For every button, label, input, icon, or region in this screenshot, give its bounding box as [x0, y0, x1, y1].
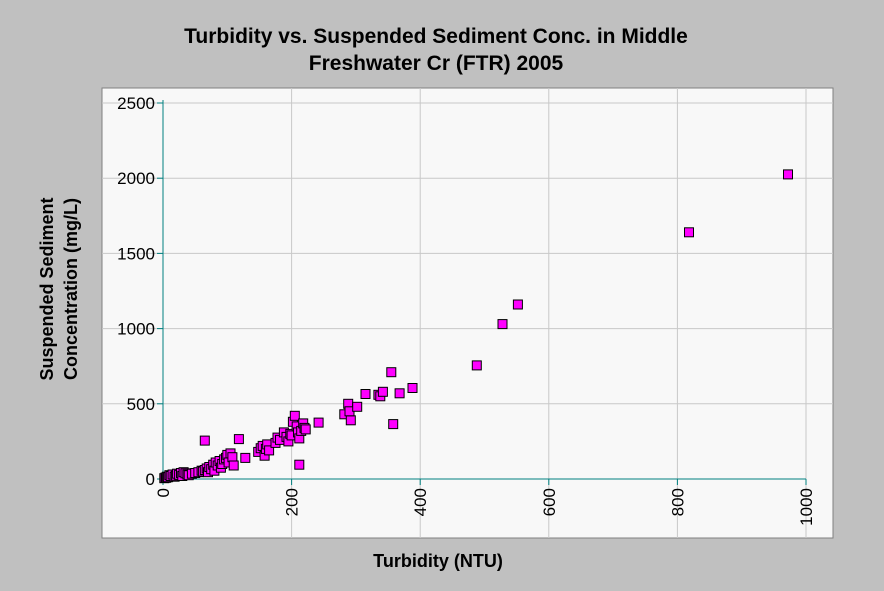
x-tick-label: 1000 — [797, 488, 816, 526]
data-point — [264, 445, 275, 456]
point-layer — [159, 169, 793, 484]
data-point — [233, 434, 244, 445]
chart-title-line-2: Freshwater Cr (FTR) 2005 — [309, 52, 564, 75]
x-axis-label: Turbidity (NTU) — [373, 551, 503, 571]
data-point — [289, 410, 300, 421]
x-tick-label: 0 — [154, 488, 173, 497]
x-tick-label: 200 — [283, 488, 302, 516]
data-point — [783, 169, 793, 180]
tick-label-layer: 0 200 400 600 800 1000 0 500 1000 1500 2000 2500 — [117, 94, 816, 526]
data-point — [394, 388, 405, 399]
y-axis-label-line-1: Suspended Sediment — [37, 197, 57, 380]
data-point — [345, 415, 356, 426]
chart-title-line-1: Turbidity vs. Suspended Sediment Conc. i… — [184, 25, 688, 48]
data-point — [684, 227, 694, 238]
y-axis-label-line-2: Concentration (mg/L) — [61, 198, 81, 380]
data-point — [388, 419, 399, 430]
y-tick-label: 1000 — [117, 320, 155, 339]
x-tick-label: 400 — [411, 488, 430, 516]
data-point — [386, 367, 397, 378]
y-tick-label: 2000 — [117, 169, 155, 188]
data-point — [471, 360, 482, 371]
data-point — [313, 417, 324, 428]
data-point — [377, 386, 388, 397]
data-point — [228, 460, 239, 471]
y-tick-label: 0 — [146, 470, 155, 489]
x-tick-label: 800 — [668, 488, 687, 516]
data-point — [360, 389, 371, 399]
y-tick-label: 500 — [127, 395, 155, 414]
data-point — [240, 452, 251, 463]
data-point — [227, 452, 238, 463]
y-tick-label: 1500 — [117, 244, 155, 263]
data-point — [497, 319, 508, 330]
data-point — [407, 383, 418, 393]
x-tick-label: 600 — [540, 488, 559, 516]
data-point — [294, 459, 305, 470]
data-point — [352, 401, 363, 412]
y-tick-label: 2500 — [117, 94, 155, 113]
data-point — [199, 435, 210, 446]
data-point — [300, 424, 311, 435]
data-point — [512, 299, 523, 310]
grid-layer — [102, 88, 833, 538]
